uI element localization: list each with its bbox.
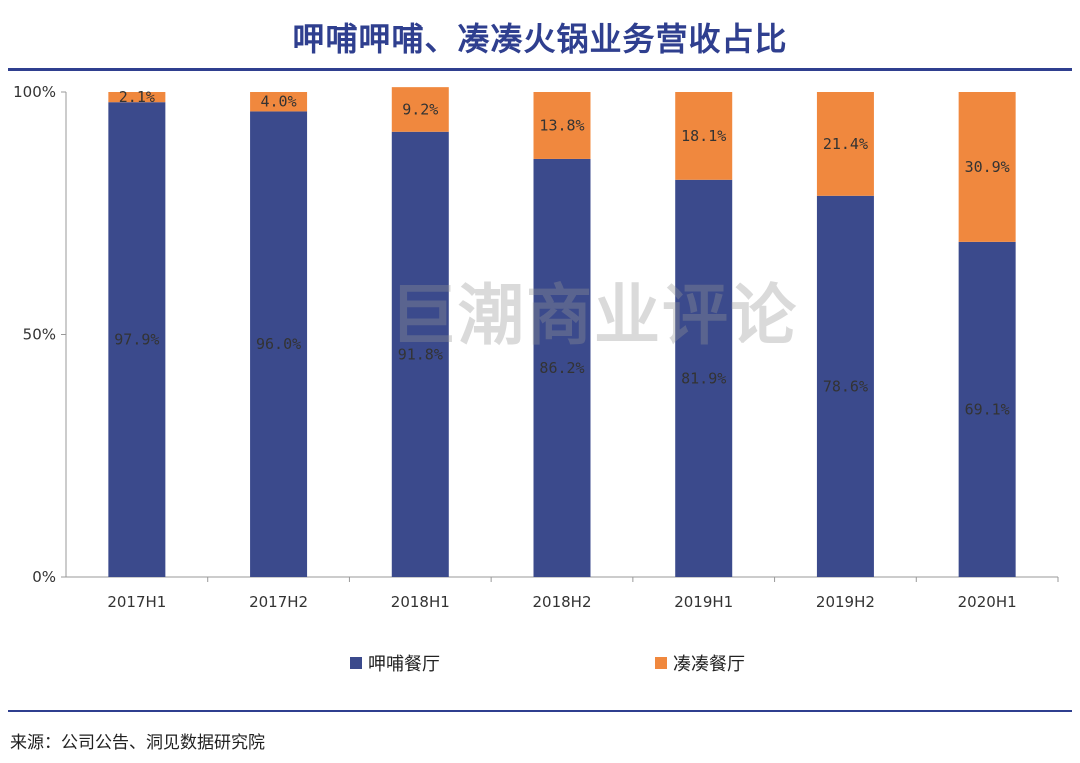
stacked-bar-chart: 0% 50% 100% 97.9% 2.1% 2017H1 96.0% 4.0% 2017H2 9… <box>13 83 1059 611</box>
bar-series-2 <box>250 92 308 112</box>
y-tick-label: 50% <box>23 326 56 344</box>
bar-series-1 <box>958 241 1016 578</box>
data-label-series-2: 13.8% <box>539 116 584 134</box>
x-tick-label: 2017H2 <box>249 593 308 611</box>
legend-swatch-series-2 <box>655 657 667 669</box>
bar-series-1 <box>391 131 449 577</box>
footer-divider <box>8 710 1072 712</box>
bar-series-1 <box>816 195 874 578</box>
bar-series-2 <box>533 92 591 159</box>
bar-series-1 <box>675 179 733 577</box>
data-label-series-1: 78.6% <box>823 377 868 395</box>
data-label-series-1: 91.8% <box>398 345 443 363</box>
chart-title: 呷哺呷哺、凑凑火锅业务营收占比 <box>292 20 788 58</box>
title-divider <box>8 68 1072 71</box>
data-label-series-1: 81.9% <box>681 369 726 387</box>
bar-series-2 <box>675 92 733 180</box>
watermark-text: 巨潮商业评论 <box>390 277 798 354</box>
data-label-series-2: 18.1% <box>681 127 726 145</box>
y-tick-label: 100% <box>13 83 56 101</box>
x-tick-label: 2020H1 <box>958 593 1017 611</box>
y-tick-label: 0% <box>32 568 56 586</box>
data-label-series-1: 69.1% <box>965 400 1010 418</box>
data-label-series-2: 9.2% <box>402 100 438 118</box>
bar-series-2 <box>108 92 166 103</box>
x-tick-label: 2019H2 <box>816 593 875 611</box>
data-label-series-2: 4.0% <box>261 93 297 111</box>
bar-series-1 <box>250 111 308 578</box>
data-label-series-2: 21.4% <box>823 135 868 153</box>
data-label-series-1: 97.9% <box>114 331 159 349</box>
source-note: 来源：公司公告、洞见数据研究院 <box>10 733 265 753</box>
bar-series-1 <box>533 158 591 577</box>
x-tick-label: 2018H1 <box>391 593 450 611</box>
legend-item-series-1: 呷哺餐厅 <box>350 650 440 676</box>
legend-label-series-1: 呷哺餐厅 <box>368 654 440 675</box>
x-tick-label: 2019H1 <box>674 593 733 611</box>
bar-series-2 <box>816 92 874 196</box>
x-tick-label: 2018H2 <box>533 593 592 611</box>
data-label-series-1: 86.2% <box>539 359 584 377</box>
legend-label-series-2: 凑凑餐厅 <box>673 654 745 675</box>
legend-item-series-2: 凑凑餐厅 <box>655 650 745 676</box>
bar-series-2 <box>391 87 449 132</box>
data-label-series-2: 30.9% <box>965 158 1010 176</box>
data-label-series-2: 2.1% <box>119 88 155 106</box>
legend-swatch-series-1 <box>350 657 362 669</box>
bar-series-1 <box>108 102 166 577</box>
x-tick-label: 2017H1 <box>107 593 166 611</box>
bar-series-2 <box>958 92 1016 242</box>
data-label-series-1: 96.0% <box>256 335 301 353</box>
